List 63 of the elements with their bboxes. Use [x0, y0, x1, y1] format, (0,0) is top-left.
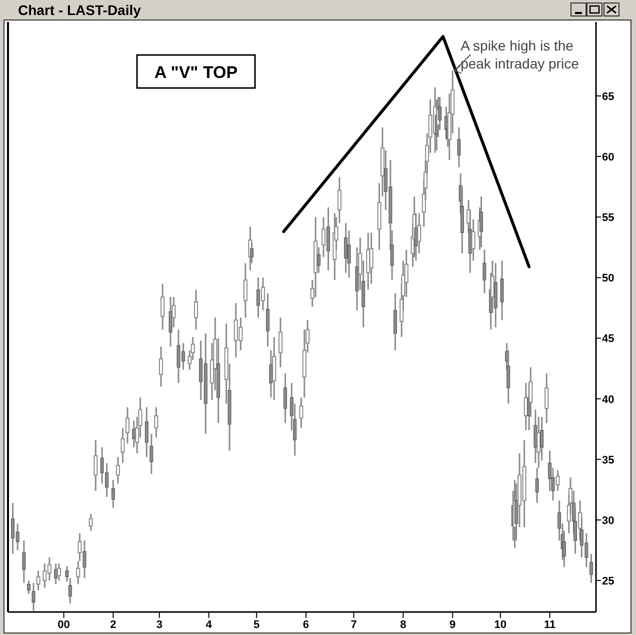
candlestick [94, 439, 98, 492]
candlestick [344, 222, 348, 274]
y-tick-label: 65 [602, 90, 614, 103]
candlestick [534, 408, 538, 464]
candlestick [27, 580, 30, 595]
candlestick [154, 406, 158, 438]
candlestick [366, 232, 370, 290]
candlestick [194, 288, 198, 330]
candlestick [144, 406, 148, 458]
candlestick [266, 292, 270, 348]
candlestick [126, 406, 130, 444]
candlestick [36, 570, 40, 591]
candlestick [590, 553, 593, 584]
candlestick [111, 479, 115, 509]
x-tick-label: 7 [350, 619, 357, 631]
candlestick [544, 372, 549, 424]
x-tick-label: 10 [494, 619, 507, 631]
x-tick-label: 2 [110, 619, 116, 631]
candlestick [22, 540, 26, 584]
chart-title: Chart - LAST-Daily [18, 2, 142, 18]
candlestick [65, 565, 69, 582]
x-tick-label: 5 [254, 619, 260, 631]
y-tick-label: 40 [602, 394, 614, 406]
candlestick [278, 316, 282, 368]
candlestick [32, 582, 36, 612]
candlestick [160, 282, 165, 330]
annotation: A spike high is the peak intraday price [460, 37, 580, 72]
candlestick [68, 577, 72, 604]
x-tick-label: 6 [302, 619, 310, 631]
candlestick [260, 276, 265, 312]
x-tick-label: 4 [206, 619, 213, 631]
candlestick [500, 260, 504, 321]
candlestick [120, 427, 125, 464]
y-tick-label: 60 [602, 151, 614, 164]
candlestick [158, 346, 163, 388]
x-tick-label: 3 [156, 619, 162, 631]
candlestick [243, 262, 248, 318]
candlestick [457, 126, 461, 168]
x-tick-label: 9 [450, 619, 456, 631]
y-tick-label: 35 [602, 454, 614, 466]
x-tick-label: 8 [400, 619, 406, 631]
candlestick [482, 249, 486, 294]
candlestick [54, 562, 58, 585]
candlestick [88, 513, 93, 532]
x-tick-label: 00 [58, 619, 70, 631]
candlestick [56, 562, 61, 582]
y-tick-label: 30 [602, 514, 614, 527]
y-tick-label: 55 [602, 212, 614, 224]
candlestick [535, 467, 539, 504]
y-tick-label: 45 [602, 333, 614, 346]
candlestick [394, 292, 397, 352]
candlestick [132, 420, 136, 448]
y-tick-label: 25 [602, 576, 614, 588]
candlestick [480, 196, 483, 248]
candlestick [299, 396, 304, 429]
candlestick [116, 456, 120, 484]
annotation: A "V" TOP [154, 63, 238, 82]
y-tick-label: 50 [602, 272, 614, 285]
candlestick [150, 433, 154, 475]
x-tick-label: 11 [544, 619, 556, 631]
candlestick [284, 372, 287, 424]
candlestick [168, 296, 172, 348]
candlestick [322, 216, 326, 258]
